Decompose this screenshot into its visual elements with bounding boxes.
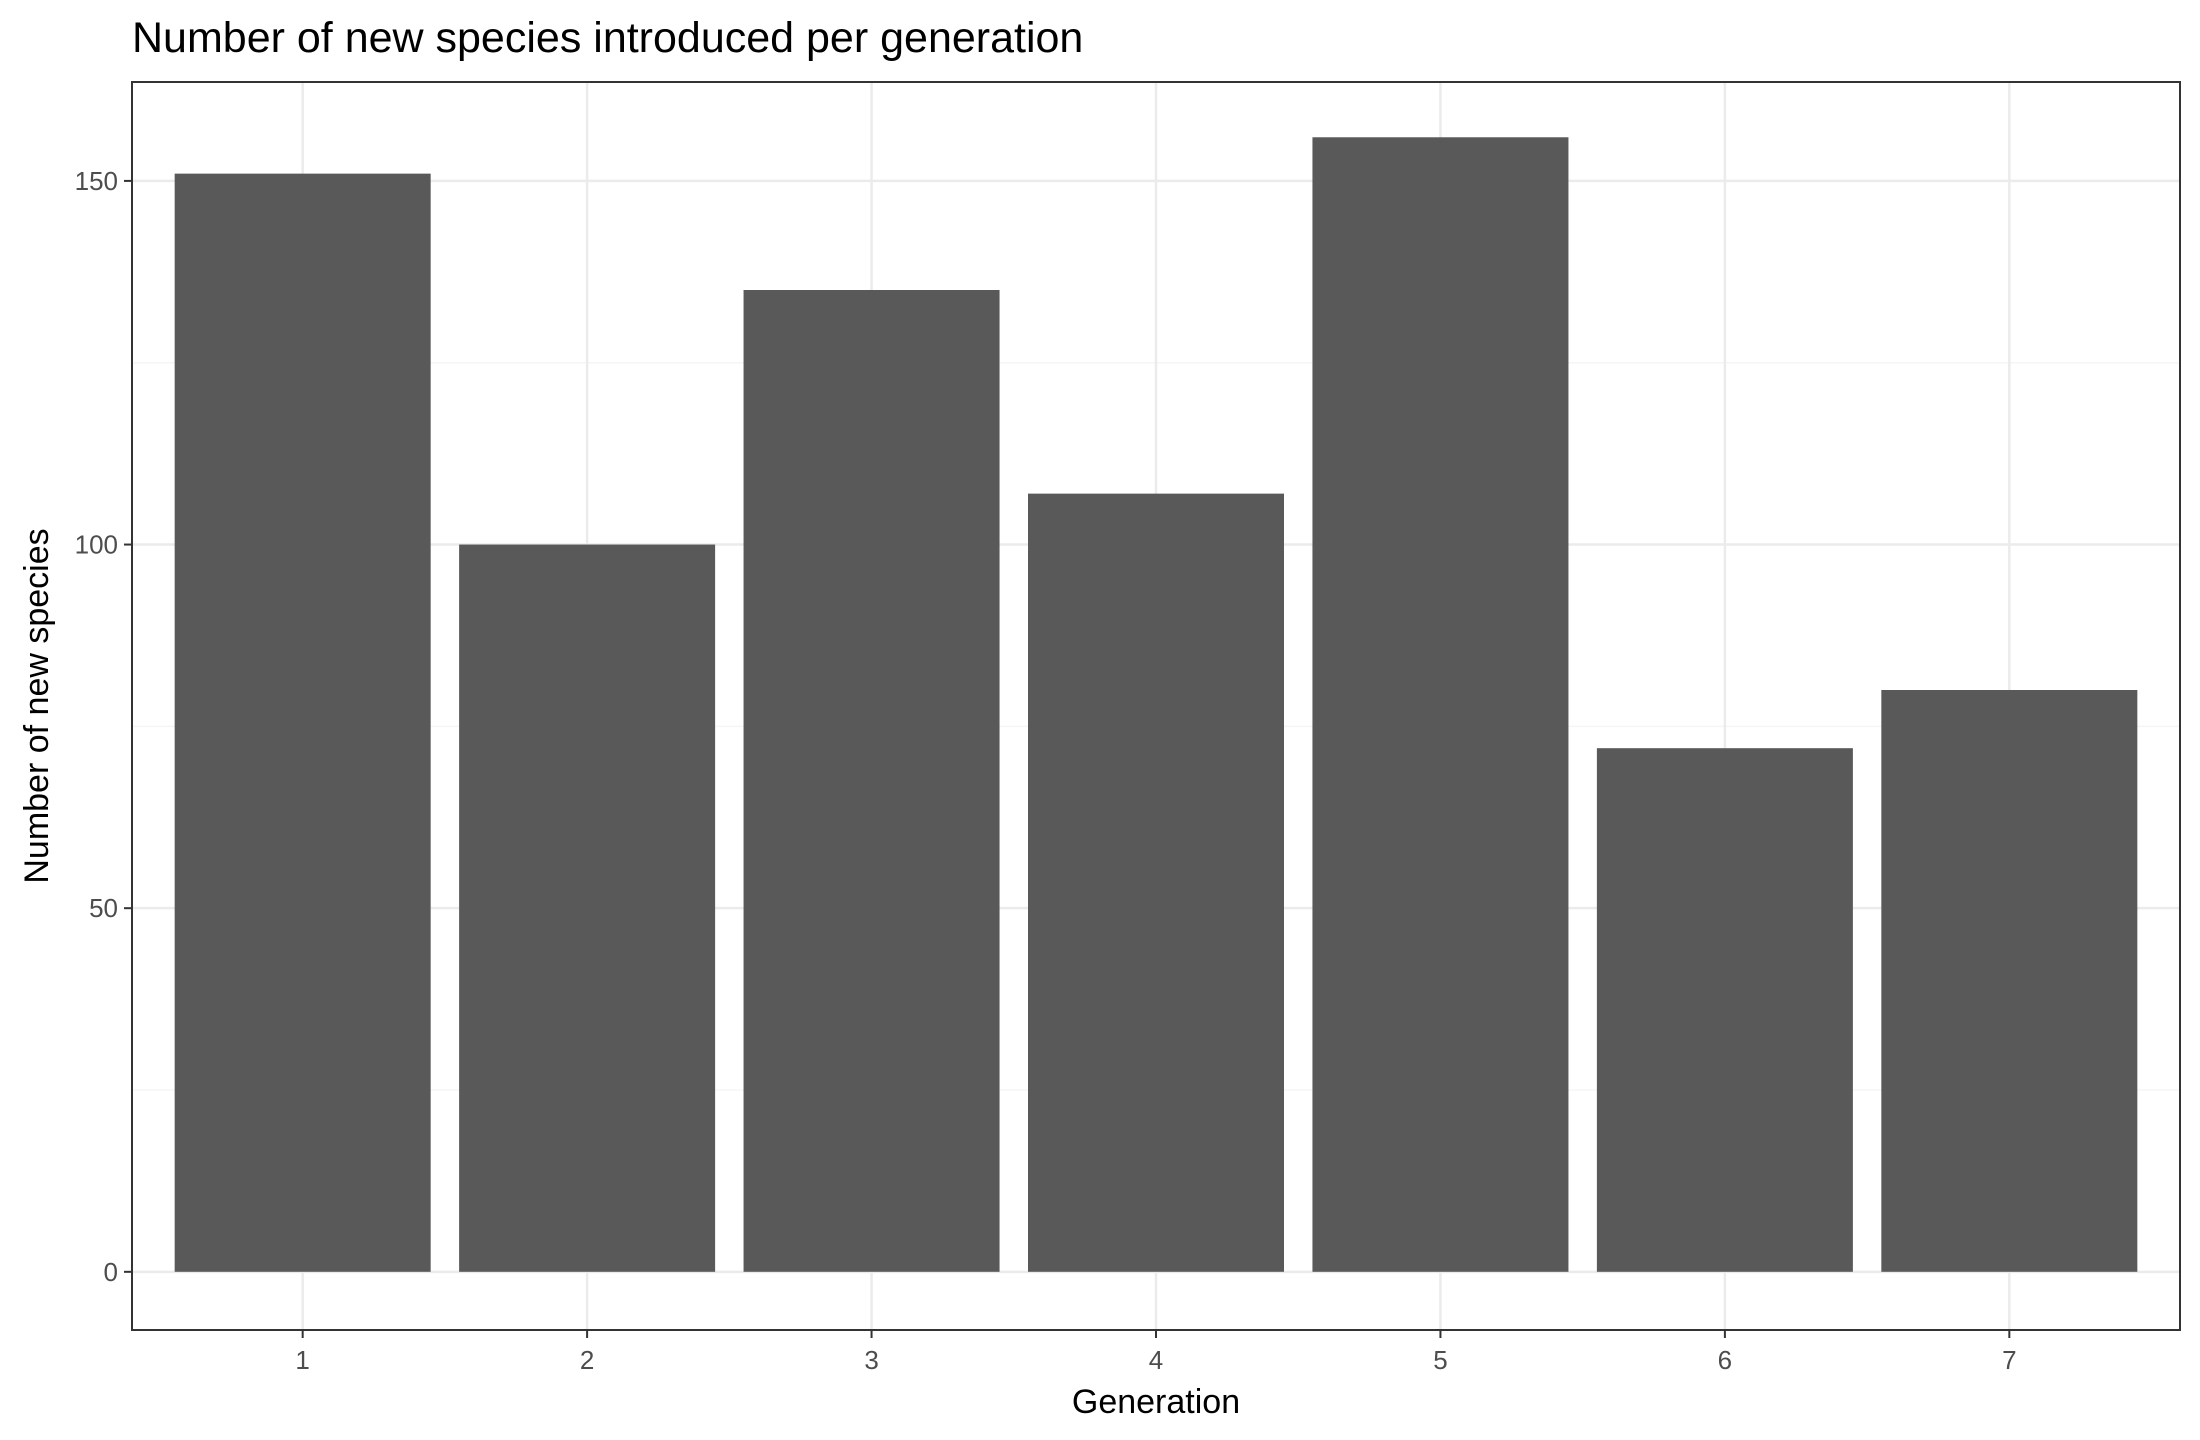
chart-title: Number of new species introduced per gen… bbox=[132, 14, 1083, 62]
bar-3 bbox=[743, 290, 1000, 1272]
x-axis: 1 2 3 4 5 6 7 bbox=[295, 1330, 2017, 1375]
x-tick-label: 3 bbox=[864, 1345, 878, 1375]
bars bbox=[174, 137, 2138, 1272]
bar-2 bbox=[459, 544, 716, 1272]
y-tick-label: 100 bbox=[75, 530, 118, 560]
bar-1 bbox=[174, 173, 431, 1272]
y-axis-title: Number of new species bbox=[18, 528, 56, 883]
x-tick-label: 1 bbox=[295, 1345, 309, 1375]
x-tick-label: 5 bbox=[1433, 1345, 1447, 1375]
bar-4 bbox=[1028, 493, 1284, 1272]
y-tick-label: 150 bbox=[75, 166, 118, 196]
x-axis-title: Generation bbox=[1072, 1383, 1240, 1421]
y-tick-label: 0 bbox=[104, 1257, 118, 1287]
y-tick-label: 50 bbox=[89, 893, 118, 923]
x-tick-label: 7 bbox=[2002, 1345, 2016, 1375]
y-axis: 0 50 100 150 bbox=[75, 166, 132, 1287]
x-tick-label: 4 bbox=[1149, 1345, 1163, 1375]
bar-7 bbox=[1881, 690, 2138, 1272]
bar-5 bbox=[1312, 137, 1569, 1272]
x-tick-label: 6 bbox=[1718, 1345, 1732, 1375]
x-tick-label: 2 bbox=[580, 1345, 594, 1375]
bar-6 bbox=[1596, 748, 1853, 1272]
